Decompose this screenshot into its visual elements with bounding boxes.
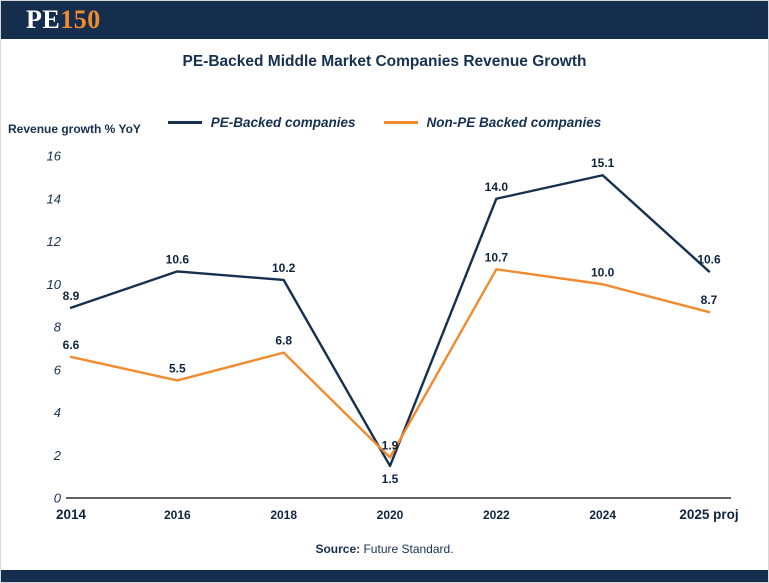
value-label: 14.0 [485, 180, 509, 194]
series-line-0 [69, 174, 711, 468]
logo-pe-text: PE [26, 5, 61, 34]
revenue-growth-line-chart: 0 2 4 6 8 10 12 14 16 2014 2016 2018 2020 2022 2024 202… [29, 146, 739, 531]
source-label: Source: [315, 542, 361, 556]
value-label: 8.9 [63, 289, 80, 303]
y-tick-label: 4 [54, 405, 61, 420]
y-axis-label: Revenue growth % YoY [8, 122, 141, 136]
series-line-1 [69, 268, 711, 459]
source-note: Source: Future Standard. [1, 542, 768, 556]
y-tick-label: 10 [47, 277, 62, 292]
header-bar: PE150 [1, 1, 768, 39]
y-tick-label: 6 [54, 362, 62, 377]
legend-label-non-pe: Non-PE Backed companies [426, 115, 602, 130]
value-label: 1.5 [382, 472, 399, 486]
x-tick-label: 2018 [270, 508, 297, 522]
y-tick-label: 2 [53, 448, 62, 463]
legend-item-pe-backed: PE-Backed companies [167, 115, 356, 130]
chart-canvas: 0 2 4 6 8 10 12 14 16 2014 2016 2018 2020 2022 2024 202… [47, 149, 739, 523]
chart-title: PE-Backed Middle Market Companies Revenu… [182, 53, 587, 70]
source-text: Future Standard. [360, 542, 454, 556]
value-label: 6.8 [275, 334, 292, 348]
value-label: 10.6 [697, 252, 721, 266]
y-tick-label: 8 [54, 320, 62, 335]
y-tick-label: 0 [54, 491, 62, 506]
x-tick-label: 2022 [483, 508, 510, 522]
y-tick-label: 14 [47, 191, 61, 206]
logo-150-text: 150 [60, 5, 101, 34]
x-tick-label: 2016 [164, 508, 191, 522]
value-label: 15.1 [591, 156, 615, 170]
value-label: 6.6 [63, 338, 80, 352]
x-tick-label: 2014 [56, 507, 87, 522]
value-label: 5.5 [169, 361, 186, 375]
x-tick-label: 2025 proj [679, 507, 738, 522]
legend-label-pe-backed: PE-Backed companies [210, 115, 356, 130]
legend-line-non-pe [383, 121, 418, 124]
value-label: 10.0 [591, 265, 615, 279]
x-tick-label: 2024 [589, 508, 616, 522]
value-label: 1.9 [382, 438, 399, 452]
legend-item-non-pe: Non-PE Backed companies [383, 115, 602, 130]
pe150-logo: PE150 [26, 7, 101, 33]
x-tick-label: 2020 [377, 508, 404, 522]
value-label: 10.7 [485, 250, 509, 264]
y-tick-label: 12 [47, 234, 62, 249]
value-label: 10.2 [272, 261, 296, 275]
legend-line-pe-backed [167, 121, 202, 124]
y-tick-label: 16 [47, 149, 62, 164]
value-label: 8.7 [701, 293, 718, 307]
value-label: 10.6 [166, 252, 190, 266]
footer-bar [1, 570, 768, 582]
legend: PE-Backed companies Non-PE Backed compan… [1, 115, 768, 130]
